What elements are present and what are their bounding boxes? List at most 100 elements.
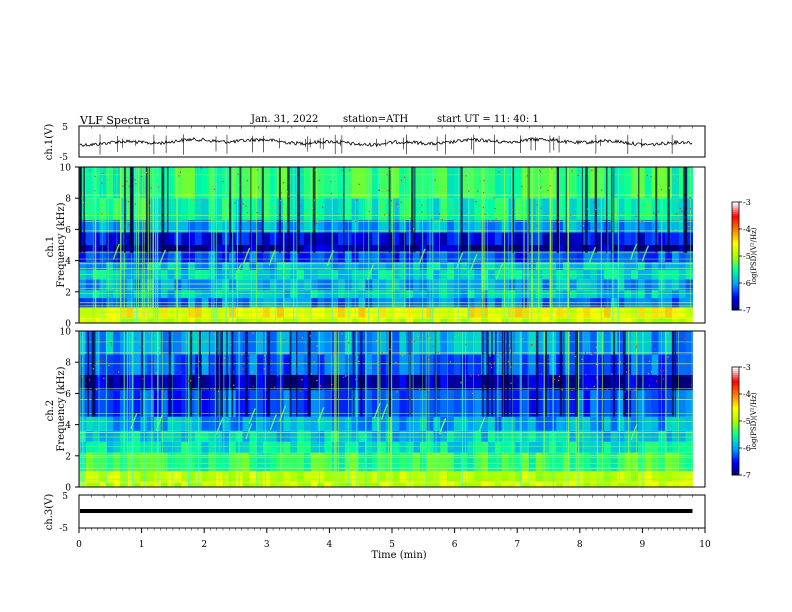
spectrogram-cell xyxy=(631,251,639,263)
colorbar-swatch xyxy=(732,304,739,307)
spectrogram-cell xyxy=(590,290,598,299)
spectrogram-cell xyxy=(535,245,544,252)
spectrogram-cell xyxy=(678,232,687,245)
spectrogram-cell xyxy=(624,220,632,233)
spectrogram-cell xyxy=(460,290,469,299)
speckle xyxy=(464,223,466,225)
speckle xyxy=(483,192,485,194)
spectrogram-cell xyxy=(242,416,250,431)
speckle xyxy=(205,339,207,341)
spectrogram-cell xyxy=(385,441,394,453)
speckle xyxy=(387,190,389,192)
speckle xyxy=(87,201,89,203)
spectrogram-cell xyxy=(235,167,244,199)
speckle xyxy=(391,180,393,182)
speckle xyxy=(551,168,553,170)
spectrogram-cell xyxy=(569,331,578,355)
spectrogram-cell xyxy=(85,245,94,252)
spectrogram-cell xyxy=(133,430,141,442)
spectrogram-cell xyxy=(678,245,687,252)
spectrogram-cell xyxy=(603,430,612,442)
spectrogram-cell xyxy=(474,471,482,482)
spectrogram-cell xyxy=(92,390,100,417)
colorbar-swatch xyxy=(732,308,739,311)
spectrogram-cell xyxy=(413,220,421,233)
spectrogram-cell xyxy=(106,471,114,482)
speckle xyxy=(497,356,499,358)
spectrogram-cell xyxy=(426,452,434,472)
spectrogram-cell xyxy=(99,245,107,252)
spectrogram-cell xyxy=(413,251,421,263)
spectrogram-cell xyxy=(372,416,380,431)
spectrogram-cell xyxy=(453,354,462,375)
speckle xyxy=(313,199,315,201)
colorbar-swatch xyxy=(732,405,739,408)
spectrogram-cell xyxy=(481,452,489,472)
spectrogram-cell xyxy=(631,481,639,487)
spectrogram-cell xyxy=(167,251,175,263)
spectrogram-cell xyxy=(99,471,107,482)
spectrogram-cell xyxy=(597,307,605,318)
spectrogram-cell xyxy=(331,307,339,318)
spectrogram-cell xyxy=(562,279,571,291)
colorbar-swatch xyxy=(732,385,739,388)
spectrogram-cell xyxy=(494,251,503,263)
spectrogram-cell xyxy=(167,416,175,431)
ch1-waveform-trace xyxy=(79,137,693,148)
whistler-trace xyxy=(112,243,120,260)
spectrogram-cell xyxy=(378,481,387,487)
speckle xyxy=(483,385,485,387)
spectrogram-cell xyxy=(487,279,496,291)
spectrogram-cell xyxy=(283,251,291,263)
spectrogram-cell xyxy=(358,167,366,199)
spectrogram-cell xyxy=(637,430,646,442)
spectrogram-cell xyxy=(590,245,598,252)
spectrogram-cell xyxy=(597,374,605,391)
spectrogram-cell xyxy=(228,481,237,487)
spectrogram-cell xyxy=(269,279,278,291)
spectrogram-cell xyxy=(208,354,216,375)
spectrogram-cell xyxy=(228,441,237,453)
speckle xyxy=(134,360,136,363)
spectrogram-cell xyxy=(542,167,550,199)
spectrogram-cell xyxy=(603,317,612,323)
spectrogram-cell xyxy=(440,198,448,221)
colorbar-tick: -3 xyxy=(743,198,751,207)
spectrogram-cell xyxy=(310,251,319,263)
spectrogram-cell xyxy=(597,317,605,323)
spectrogram-cell xyxy=(440,331,448,355)
spectrogram-cell xyxy=(174,167,182,199)
spectrogram-cell xyxy=(515,307,523,318)
spectrogram-cell xyxy=(460,374,469,391)
spectrogram-cell xyxy=(583,290,591,299)
spectrogram-cell xyxy=(106,354,114,375)
spectrogram-cell xyxy=(569,220,578,233)
spectrogram-cell xyxy=(215,167,223,199)
spectrogram-cell xyxy=(378,232,387,245)
spectrogram-cell xyxy=(678,441,687,453)
spectrogram-cell xyxy=(167,452,175,472)
spectrogram-cell xyxy=(147,354,155,375)
spectrogram-cell xyxy=(399,220,407,233)
spectrogram-cell xyxy=(324,354,332,375)
spectrogram-cell xyxy=(528,441,537,453)
speckle xyxy=(150,187,152,189)
spectrogram-cell xyxy=(194,251,203,263)
spectrogram-cell xyxy=(597,220,605,233)
spectrogram-cell xyxy=(617,416,625,431)
spectrogram-cell xyxy=(440,232,448,245)
speckle xyxy=(350,190,352,193)
spectrogram-cell xyxy=(583,471,591,482)
spectrogram-cell xyxy=(644,279,653,291)
speckle xyxy=(434,179,436,181)
whistler-trace xyxy=(269,414,278,431)
spectrogram-cell xyxy=(378,331,387,355)
spectrogram-cell xyxy=(474,452,482,472)
speckle xyxy=(586,208,588,210)
spectrogram-cell xyxy=(528,471,537,482)
speckle xyxy=(586,387,588,389)
spectrogram-cell xyxy=(624,471,632,482)
spectrogram-cell xyxy=(569,167,578,199)
spectrogram-cell xyxy=(433,262,441,270)
colorbar-swatch xyxy=(732,433,739,436)
